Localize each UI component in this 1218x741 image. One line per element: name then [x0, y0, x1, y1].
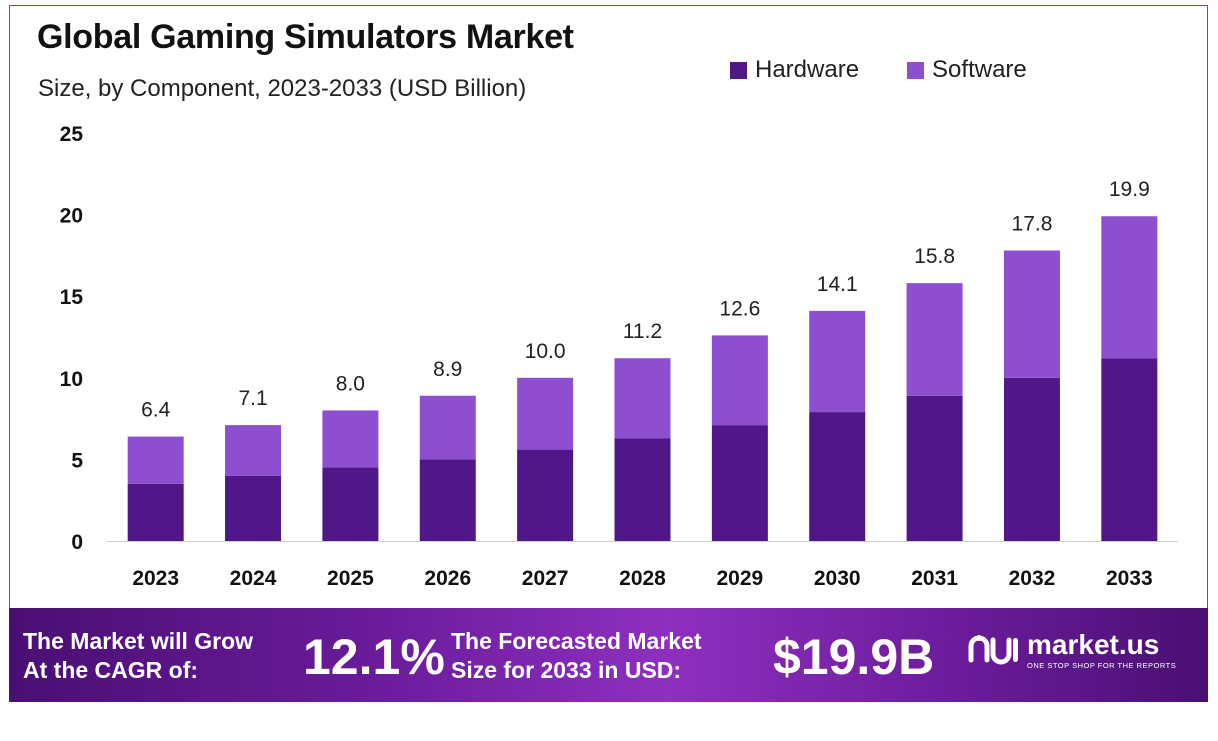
- bar-software-2025: [322, 410, 379, 468]
- bar-hardware-2032: [1003, 377, 1060, 541]
- legend-item-hardware: Hardware: [730, 56, 859, 84]
- data-label-2025: 8.0: [336, 372, 365, 395]
- x-tick-label-2032: 2032: [1009, 567, 1056, 590]
- market-us-logo-icon: [968, 635, 1018, 665]
- data-label-2032: 17.8: [1012, 213, 1053, 236]
- summary-banner: The Market will Grow At the CAGR of: 12.…: [9, 608, 1208, 702]
- x-tick-label-2025: 2025: [327, 567, 374, 590]
- bar-hardware-2030: [809, 412, 866, 541]
- bar-hardware-2024: [225, 475, 282, 541]
- bar-software-2024: [225, 425, 282, 476]
- x-tick-label-2028: 2028: [619, 567, 666, 590]
- bar-hardware-2025: [322, 467, 379, 541]
- market-us-logo: market.us ONE STOP SHOP FOR THE REPORTS: [967, 630, 1176, 670]
- y-tick-label: 0: [71, 531, 83, 554]
- bar-hardware-2027: [517, 449, 574, 541]
- y-tick-label: 5: [71, 449, 83, 472]
- legend-swatch-hardware: [730, 61, 747, 79]
- y-tick-label: 25: [60, 123, 84, 146]
- x-tick-label-2029: 2029: [717, 567, 764, 590]
- bar-software-2027: [517, 377, 574, 450]
- bar-software-2026: [419, 395, 476, 460]
- x-tick-label-2023: 2023: [132, 567, 179, 590]
- data-label-2029: 12.6: [719, 297, 760, 320]
- forecast-label-line1: The Forecasted Market: [451, 628, 702, 654]
- y-tick-label: 15: [60, 286, 84, 309]
- x-tick-label-2024: 2024: [230, 567, 277, 590]
- legend-label-software: Software: [932, 56, 1027, 83]
- bar-hardware-2031: [906, 395, 963, 541]
- bar-hardware-2029: [711, 425, 768, 541]
- bar-software-2023: [127, 436, 184, 484]
- bar-software-2028: [614, 358, 671, 439]
- data-label-2023: 6.4: [141, 399, 171, 422]
- cagr-label: The Market will Grow At the CAGR of:: [23, 627, 253, 685]
- bar-software-2033: [1101, 216, 1158, 359]
- bar-software-2030: [809, 310, 866, 413]
- forecast-label-line2: Size for 2033 in USD:: [451, 657, 682, 683]
- chart-title: Global Gaming Simulators Market: [37, 18, 574, 56]
- cagr-label-line1: The Market will Grow: [23, 628, 254, 654]
- bar-software-2031: [906, 283, 963, 396]
- bar-chart: 05101520256.420237.120248.020258.9202610…: [60, 123, 1178, 590]
- legend-swatch-software: [907, 61, 925, 79]
- y-tick-label: 20: [60, 205, 83, 228]
- cagr-value: 12.1%: [303, 629, 445, 685]
- legend-item-software: Software: [907, 56, 1027, 84]
- data-label-2030: 14.1: [817, 273, 858, 296]
- logo-name: market.us: [1027, 628, 1160, 660]
- bar-hardware-2033: [1101, 358, 1158, 541]
- data-label-2024: 7.1: [238, 387, 267, 410]
- data-label-2027: 10.0: [525, 340, 566, 363]
- x-tick-label-2026: 2026: [424, 567, 471, 590]
- y-tick-label: 10: [60, 368, 83, 391]
- bar-software-2029: [711, 335, 768, 426]
- x-tick-label-2033: 2033: [1106, 567, 1153, 590]
- forecast-value: $19.9B: [773, 629, 935, 685]
- x-tick-label-2027: 2027: [522, 567, 569, 590]
- data-label-2028: 11.2: [623, 320, 662, 343]
- bar-hardware-2023: [127, 483, 184, 541]
- data-label-2031: 15.8: [914, 245, 955, 268]
- bar-hardware-2028: [614, 438, 671, 541]
- x-tick-label-2030: 2030: [814, 567, 861, 590]
- chart-subtitle: Size, by Component, 2023-2033 (USD Billi…: [38, 75, 527, 102]
- x-tick-label-2031: 2031: [911, 567, 958, 590]
- forecast-label: The Forecasted Market Size for 2033 in U…: [451, 627, 702, 685]
- bar-software-2032: [1003, 250, 1060, 378]
- legend-label-hardware: Hardware: [755, 56, 860, 83]
- logo-tagline: ONE STOP SHOP FOR THE REPORTS: [1027, 660, 1177, 670]
- bar-hardware-2026: [419, 459, 476, 541]
- data-label-2026: 8.9: [433, 358, 462, 381]
- data-label-2033: 19.9: [1109, 178, 1150, 201]
- cagr-label-line2: At the CAGR of:: [23, 657, 199, 683]
- legend: Hardware Software: [730, 56, 1027, 84]
